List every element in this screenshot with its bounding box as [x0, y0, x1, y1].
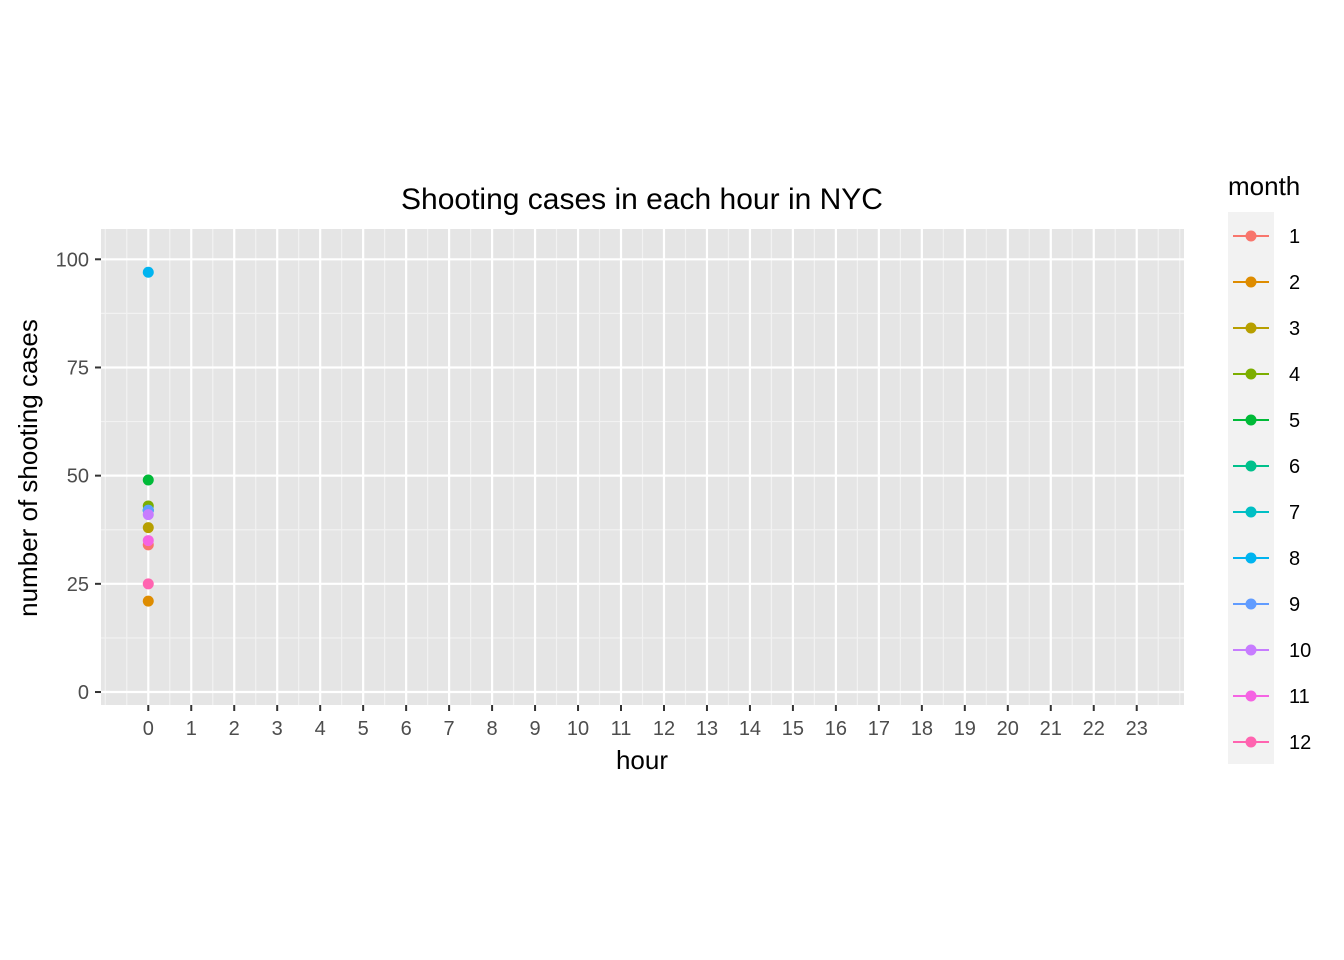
x-tick-label: 16	[825, 718, 847, 740]
legend-label-3: 3	[1289, 318, 1300, 340]
legend-key-point-2	[1245, 276, 1257, 288]
x-tick-label: 2	[229, 718, 240, 740]
legend-label-7: 7	[1289, 502, 1300, 524]
data-point-month-10	[142, 509, 154, 521]
legend-key-background	[1228, 212, 1274, 764]
x-tick-label: 20	[997, 718, 1019, 740]
data-point-month-12	[142, 578, 154, 590]
data-points	[142, 266, 154, 607]
legend-label-5: 5	[1289, 410, 1300, 432]
legend-label-6: 6	[1289, 456, 1300, 478]
legend-key-point-1	[1245, 230, 1257, 242]
x-tick-label: 15	[782, 718, 804, 740]
y-tick-label: 0	[78, 682, 89, 704]
legend-key-point-8	[1245, 552, 1257, 564]
x-tick-label: 14	[739, 718, 761, 740]
x-tick-label: 5	[358, 718, 369, 740]
legend-label-4: 4	[1289, 364, 1300, 386]
x-tick-label: 21	[1040, 718, 1062, 740]
legend-key-point-12	[1245, 736, 1257, 748]
data-point-month-3	[142, 522, 154, 534]
legend-key-point-11	[1245, 690, 1257, 702]
data-point-month-8	[142, 266, 154, 278]
data-point-month-5	[142, 474, 154, 486]
y-tick-label: 50	[67, 466, 89, 488]
data-point-month-11	[142, 535, 154, 547]
x-tick-label: 4	[315, 718, 326, 740]
y-axis-title: number of shooting cases	[13, 319, 43, 617]
grid-lines	[101, 229, 1184, 705]
x-tick-label: 19	[954, 718, 976, 740]
legend-label-8: 8	[1289, 548, 1300, 570]
y-tick-label: 100	[56, 249, 89, 271]
x-tick-label: 12	[653, 718, 675, 740]
x-tick-label: 13	[696, 718, 718, 740]
legend-label-1: 1	[1289, 226, 1300, 248]
x-tick-label: 11	[611, 718, 632, 740]
legend-key-point-6	[1245, 460, 1257, 472]
x-axis-title: hour	[616, 745, 668, 775]
y-tick-label: 75	[67, 357, 89, 379]
legend-key-point-7	[1245, 506, 1257, 518]
x-tick-label: 1	[186, 718, 197, 740]
x-tick-label: 18	[911, 718, 933, 740]
legend-label-10: 10	[1289, 640, 1311, 662]
x-tick-label: 6	[401, 718, 412, 740]
x-tick-label: 8	[487, 718, 498, 740]
x-tick-label: 10	[567, 718, 589, 740]
y-tick-label: 25	[67, 574, 89, 596]
x-tick-label: 9	[529, 718, 540, 740]
x-tick-label: 22	[1083, 718, 1105, 740]
legend-label-9: 9	[1289, 594, 1300, 616]
y-axis: 0 25 50 75 100	[56, 249, 101, 704]
legend-title: month	[1228, 171, 1300, 201]
chart-title: Shooting cases in each hour in NYC	[401, 183, 883, 216]
legend-label-11: 11	[1289, 686, 1310, 708]
legend-key-point-9	[1245, 598, 1257, 610]
legend-key-point-4	[1245, 368, 1257, 380]
x-axis: 0 1 2 3 4 5 6 7 8 9 10 11 12 13 14 15 16 17 18 19 20 21 22 23	[143, 705, 1148, 740]
legend-key-point-10	[1245, 644, 1257, 656]
legend-key-point-5	[1245, 414, 1257, 426]
x-tick-label: 23	[1126, 718, 1148, 740]
x-tick-label: 0	[143, 718, 154, 740]
x-tick-label: 3	[272, 718, 283, 740]
x-tick-label: 17	[868, 718, 890, 740]
legend-label-2: 2	[1289, 272, 1300, 294]
x-tick-label: 7	[444, 718, 455, 740]
data-point-month-2	[142, 595, 154, 607]
legend-key-point-3	[1245, 322, 1257, 334]
legend-label-12: 12	[1289, 732, 1311, 754]
